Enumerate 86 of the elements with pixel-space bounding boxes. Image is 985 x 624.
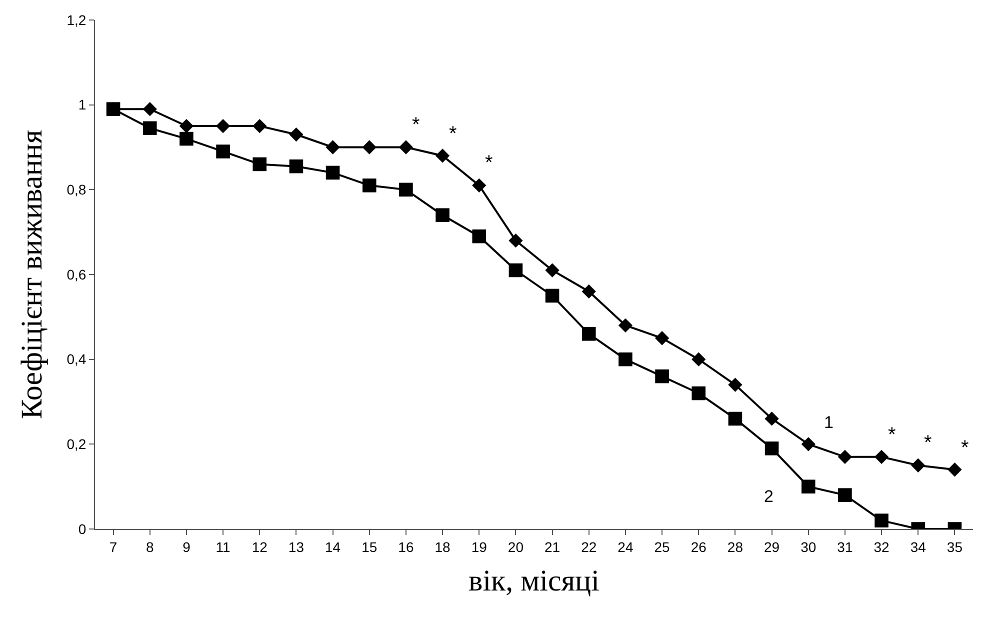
point — [838, 450, 852, 464]
x-tick-label: 13 — [288, 538, 304, 555]
x-tick-label: 16 — [398, 538, 414, 555]
x-tick-label: 29 — [764, 538, 780, 555]
point — [801, 480, 816, 494]
point — [948, 462, 962, 477]
point — [545, 288, 560, 303]
annotation: * — [888, 424, 896, 446]
x-axis-title: вік, місяці — [468, 564, 600, 598]
x-tick-label: 26 — [690, 538, 707, 555]
point — [289, 159, 304, 174]
annotation: * — [485, 152, 493, 174]
point — [180, 132, 194, 146]
point — [326, 166, 340, 180]
x-tick-label: 22 — [581, 538, 597, 555]
y-tick-label: 0,2 — [66, 436, 86, 452]
point — [764, 412, 779, 426]
point — [911, 458, 926, 472]
point — [728, 378, 742, 392]
point — [326, 140, 340, 154]
point — [655, 369, 669, 384]
y-tick-label: 0,6 — [66, 266, 86, 282]
annotation: * — [924, 432, 932, 454]
y-tick-label: 1 — [78, 96, 86, 113]
point — [692, 352, 706, 366]
y-tick-label: 0,4 — [66, 351, 86, 368]
point — [874, 450, 889, 464]
point — [362, 140, 376, 154]
point — [692, 386, 706, 400]
x-tick-label: 8 — [146, 538, 154, 555]
point — [654, 331, 670, 346]
y-axis-title: Коефіцієнт виживання — [16, 130, 49, 420]
x-tick-label: 11 — [216, 538, 231, 555]
point — [508, 234, 523, 248]
point — [142, 102, 157, 116]
y-tick-label: 1,2 — [66, 12, 86, 28]
x-tick-label: 14 — [325, 538, 341, 555]
y-tick-label: 0,8 — [66, 182, 86, 198]
annotation: * — [449, 123, 457, 145]
y-tick-label: 0 — [78, 520, 86, 537]
x-tick-label: 20 — [508, 538, 524, 555]
point — [472, 229, 486, 244]
point — [472, 178, 486, 192]
point — [874, 514, 888, 528]
x-tick-label: 31 — [837, 538, 853, 555]
x-tick-label: 12 — [252, 538, 268, 555]
annotation: * — [412, 114, 420, 136]
point — [801, 437, 816, 452]
point — [582, 326, 596, 341]
x-tick-label: 35 — [946, 538, 963, 555]
x-tick-label: 9 — [182, 538, 191, 555]
x-tick-label: 34 — [910, 538, 926, 555]
point — [618, 352, 632, 366]
point — [618, 318, 633, 332]
point — [399, 182, 413, 197]
annotation: 2 — [764, 487, 774, 506]
point — [179, 118, 194, 134]
point — [582, 284, 596, 299]
point — [362, 178, 376, 192]
point — [764, 442, 779, 456]
x-tick-label: 19 — [471, 538, 488, 555]
point — [142, 121, 157, 136]
x-tick-label: 7 — [109, 538, 118, 555]
point — [508, 263, 523, 278]
point — [436, 208, 450, 222]
annotation: * — [961, 437, 969, 459]
annotation: 1 — [824, 413, 834, 432]
x-tick-label: 30 — [800, 538, 816, 555]
point — [728, 412, 742, 426]
point — [398, 140, 414, 154]
x-tick-label: 32 — [874, 538, 890, 555]
point — [216, 144, 230, 158]
point — [216, 118, 230, 134]
x-tick-label: 18 — [434, 538, 451, 555]
x-tick-label: 24 — [618, 538, 634, 555]
point — [252, 157, 267, 172]
x-tick-label: 21 — [544, 538, 560, 555]
point — [106, 102, 120, 116]
point — [545, 263, 560, 278]
x-tick-label: 15 — [362, 538, 378, 555]
point — [435, 148, 450, 163]
point — [252, 118, 267, 134]
x-tick-label: 25 — [654, 538, 670, 555]
point — [289, 127, 304, 142]
x-tick-label: 28 — [727, 538, 744, 555]
point — [838, 488, 852, 502]
